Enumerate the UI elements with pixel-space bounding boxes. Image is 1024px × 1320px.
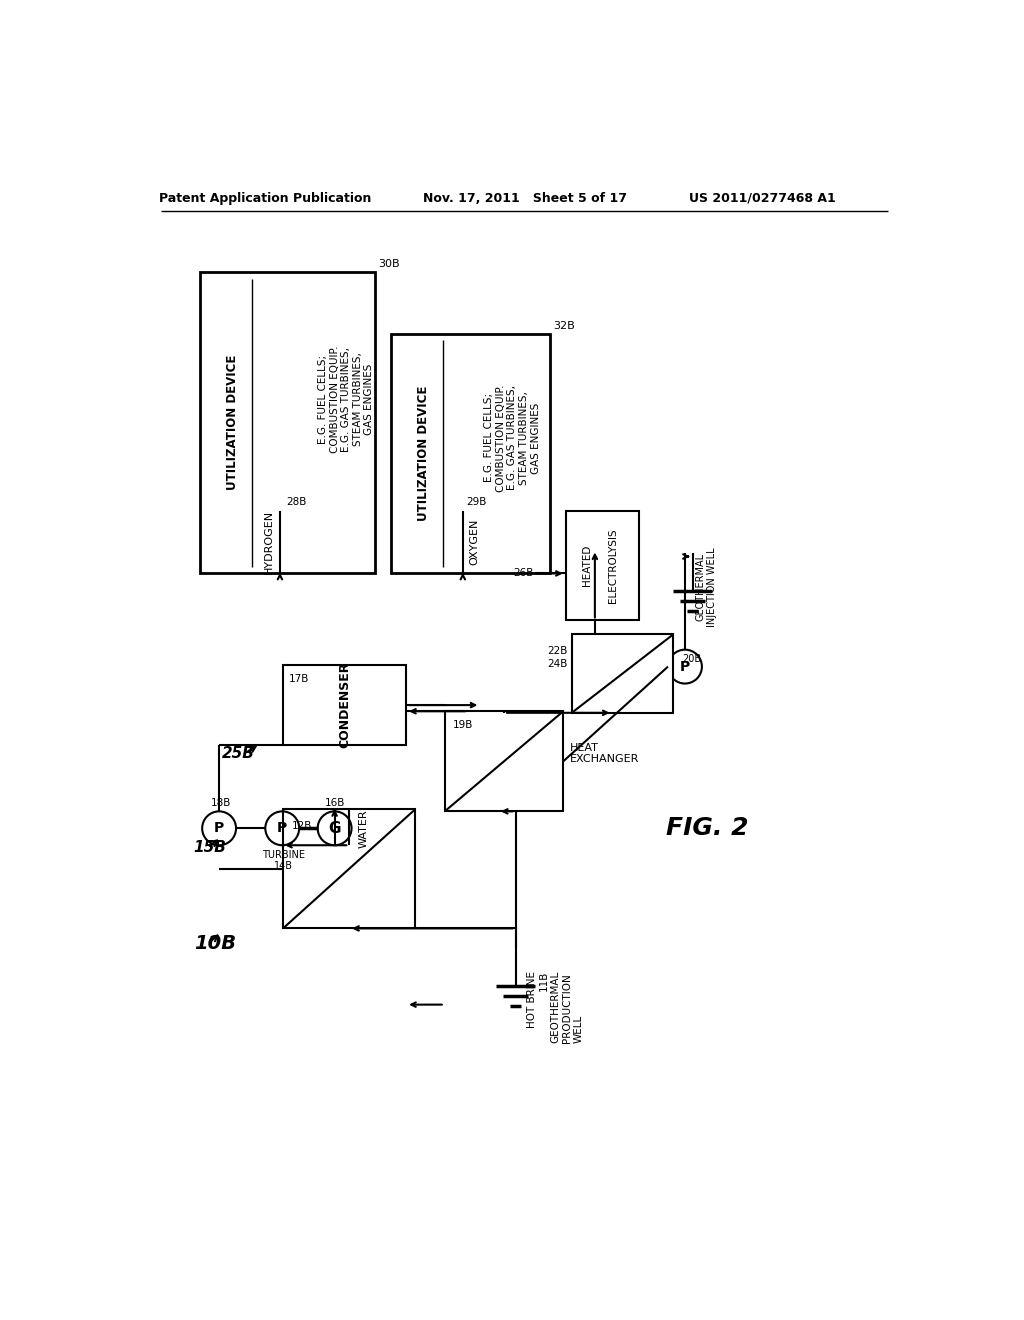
Text: Nov. 17, 2011   Sheet 5 of 17: Nov. 17, 2011 Sheet 5 of 17 (423, 191, 627, 205)
Text: FIG. 2: FIG. 2 (666, 816, 749, 841)
Text: E.G. FUEL CELLS;
COMBUSTION EQUIP.
E.G. GAS TURBINES,
STEAM TURBINES,
GAS ENGINE: E.G. FUEL CELLS; COMBUSTION EQUIP. E.G. … (318, 346, 375, 453)
Text: 29B: 29B (467, 498, 487, 507)
Text: 25B: 25B (221, 746, 254, 762)
Text: HYDROGEN: HYDROGEN (263, 510, 273, 574)
Text: Patent Application Publication: Patent Application Publication (159, 191, 372, 205)
Text: GEOTHERMAL
PRODUCTION
WELL: GEOTHERMAL PRODUCTION WELL (550, 970, 584, 1043)
Text: 28B: 28B (286, 498, 306, 507)
Text: 15B: 15B (194, 840, 226, 855)
Text: OXYGEN: OXYGEN (469, 519, 479, 565)
Text: P: P (278, 821, 288, 836)
Text: WATER: WATER (358, 809, 369, 847)
Text: E.G. FUEL CELLS;
COMBUSTION EQUIP.
E.G. GAS TURBINES,
STEAM TURBINES,
GAS ENGINE: E.G. FUEL CELLS; COMBUSTION EQUIP. E.G. … (484, 384, 541, 491)
Text: 20B: 20B (683, 653, 701, 664)
Text: G: G (329, 821, 341, 836)
Bar (444, 711, 563, 812)
Text: 12B: 12B (292, 821, 312, 830)
Text: 24B: 24B (548, 659, 568, 669)
Text: HOT BRINE: HOT BRINE (527, 970, 538, 1028)
Text: 18B: 18B (211, 799, 230, 808)
Text: 22B: 22B (548, 645, 568, 656)
Text: CONDENSER: CONDENSER (338, 661, 351, 748)
Bar (200, 272, 376, 573)
Bar (571, 635, 674, 713)
Bar (565, 511, 639, 620)
Bar (283, 809, 416, 928)
Text: GEOTHERMAL
INJECTION WELL: GEOTHERMAL INJECTION WELL (695, 548, 718, 627)
Text: US 2011/0277468 A1: US 2011/0277468 A1 (688, 191, 836, 205)
Text: P: P (214, 821, 224, 836)
Text: 30B: 30B (379, 259, 400, 269)
Bar (391, 334, 550, 573)
Text: 11B: 11B (539, 970, 549, 991)
Text: HEATED: HEATED (583, 545, 592, 586)
Text: 17B: 17B (289, 675, 309, 684)
Text: 16B: 16B (325, 799, 345, 808)
Text: TURBINE
14B: TURBINE 14B (262, 850, 305, 871)
Text: ELECTROLYSIS: ELECTROLYSIS (608, 528, 618, 603)
Text: P: P (680, 660, 690, 673)
Bar (283, 665, 407, 744)
Text: 19B: 19B (453, 721, 473, 730)
Text: 32B: 32B (553, 321, 575, 331)
Text: HEAT
EXCHANGER: HEAT EXCHANGER (569, 743, 639, 764)
Text: UTILIZATION DEVICE: UTILIZATION DEVICE (417, 385, 430, 521)
Text: UTILIZATION DEVICE: UTILIZATION DEVICE (225, 355, 239, 490)
Text: 10B: 10B (194, 935, 236, 953)
Text: 26B: 26B (513, 569, 534, 578)
